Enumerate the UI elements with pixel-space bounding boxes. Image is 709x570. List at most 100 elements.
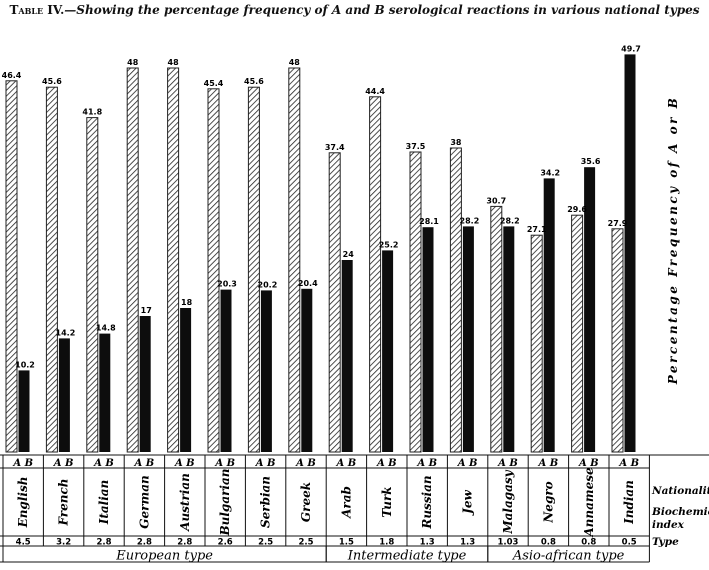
ab-header: A B [255, 458, 276, 469]
biochemical-index-value: 0.8 [541, 538, 556, 548]
ab-header: A B [497, 458, 518, 469]
nationality-label: German [137, 475, 151, 528]
value-label-b: 28.1 [419, 217, 439, 226]
nationality-label: English [16, 477, 30, 529]
ab-header: A B [214, 458, 235, 469]
value-label-b: 18 [181, 298, 193, 307]
nationality-label: Annamese [582, 467, 596, 538]
row-label-index-line1: Biochemical [651, 506, 709, 518]
biochemical-index-value: 2.5 [298, 538, 313, 548]
ab-header: A B [538, 458, 559, 469]
bar-a-french [45, 86, 58, 453]
nationality-label: Austrian [178, 473, 192, 532]
ab-header: A B [457, 458, 478, 469]
value-label-b: 35.6 [581, 157, 601, 166]
biochemical-index-value: 1.8 [379, 538, 394, 548]
nationality-label: Serbian [259, 476, 273, 528]
biochemical-index-value: 3.2 [56, 538, 71, 548]
biochemical-index-value: 1.03 [498, 538, 519, 548]
bar-b-arab [341, 260, 353, 452]
nationality-label: Italian [97, 480, 111, 526]
value-label-a: 37.4 [325, 143, 345, 152]
value-label-b: 14.8 [96, 324, 116, 333]
value-label-a: 46.4 [2, 71, 22, 80]
bar-a-german [126, 67, 139, 453]
bar-a-italian [86, 117, 99, 453]
value-label-a: 27.9 [608, 219, 628, 228]
bar-a-austrian [167, 67, 180, 453]
bar-b-bulgarian [220, 289, 232, 452]
value-label-b: 20.2 [258, 280, 278, 289]
value-label-b: 10.2 [15, 360, 35, 369]
ab-header: A B [336, 458, 357, 469]
nationality-label: Negro [541, 481, 555, 523]
y-axis-label: Percentage Frequency of A or B [666, 96, 680, 386]
nationality-label: Greek [299, 482, 313, 522]
bar-a-arab [328, 152, 341, 453]
bar-a-malagasy [490, 205, 503, 453]
biochemical-index-value: 2.8 [96, 538, 111, 548]
biochemical-index-value: 2.6 [218, 538, 233, 548]
bar-b-annamese [584, 167, 596, 452]
bar-b-indian [624, 54, 636, 453]
biochemical-index-value: 0.8 [581, 538, 596, 548]
ab-header: A B [416, 458, 437, 469]
bar-a-turk [369, 96, 382, 453]
value-label-b: 24 [343, 250, 355, 259]
value-label-a: 45.6 [244, 77, 264, 86]
bar-b-serbian [260, 290, 272, 452]
value-label-b: 28.2 [500, 216, 520, 225]
value-label-a: 45.4 [204, 79, 224, 88]
bar-b-negro [543, 178, 555, 452]
nationality-label: Malagasy [501, 469, 515, 534]
value-label-b: 28.2 [460, 216, 480, 225]
bar-b-turk [382, 250, 394, 452]
biochemical-index-value: 2.5 [258, 538, 273, 548]
bars-layer [5, 54, 636, 453]
bar-b-english [18, 370, 30, 452]
bar-a-greek [288, 67, 301, 453]
nationality-label: Bulgarian [218, 469, 232, 537]
bar-b-german [139, 316, 151, 452]
ab-header: A B [174, 458, 195, 469]
ab-header: A B [53, 458, 74, 469]
ab-header: A B [376, 458, 397, 469]
value-label-b: 14.2 [56, 328, 76, 337]
nationality-label: Jew [461, 490, 475, 516]
bar-a-serbian [247, 86, 260, 453]
value-label-a: 48 [127, 58, 139, 67]
value-label-a: 41.8 [82, 108, 102, 117]
bar-b-austrian [180, 308, 192, 452]
value-label-a: 38 [450, 138, 462, 147]
table-grid [0, 454, 709, 563]
value-label-b: 20.3 [217, 280, 237, 289]
bar-a-russian [409, 151, 422, 453]
ab-header: A B [618, 458, 639, 469]
biochemical-index-value: 4.5 [16, 538, 31, 548]
bar-b-malagasy [503, 226, 515, 452]
bar-a-indian [611, 228, 624, 453]
value-label-b: 34.2 [540, 168, 560, 177]
nationality-label: French [57, 478, 71, 526]
bar-a-english [5, 80, 18, 453]
biochemical-index-value: 1.3 [460, 538, 475, 548]
bar-a-bulgarian [207, 88, 220, 453]
group-label: Intermediate type [347, 549, 467, 564]
biochemical-index-value: 2.8 [137, 538, 152, 548]
ab-header: A B [134, 458, 155, 469]
value-label-a: 29.6 [567, 205, 587, 214]
row-label-index-line2: index [652, 519, 685, 531]
ab-header: A B [295, 458, 316, 469]
chart-title-text: —Showing the percentage frequency of A a… [64, 3, 700, 17]
chart-title-lead: Table IV. [9, 3, 65, 17]
row-label-nationality: Nationality [651, 485, 709, 497]
nationality-label: Indian [622, 480, 636, 525]
biochemical-index-value: 0.5 [622, 538, 637, 548]
bar-b-greek [301, 288, 313, 452]
value-label-b: 20.4 [298, 279, 318, 288]
ab-header: A B [12, 458, 33, 469]
value-label-a: 30.7 [486, 196, 506, 205]
ab-header: A B [578, 458, 599, 469]
value-label-b: 25.2 [379, 240, 399, 249]
